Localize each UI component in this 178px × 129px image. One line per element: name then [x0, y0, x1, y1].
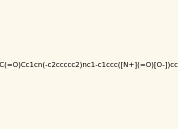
Text: OC(=O)Cc1cn(-c2ccccc2)nc1-c1ccc([N+](=O)[O-])cc1: OC(=O)Cc1cn(-c2ccccc2)nc1-c1ccc([N+](=O)…: [0, 61, 178, 68]
